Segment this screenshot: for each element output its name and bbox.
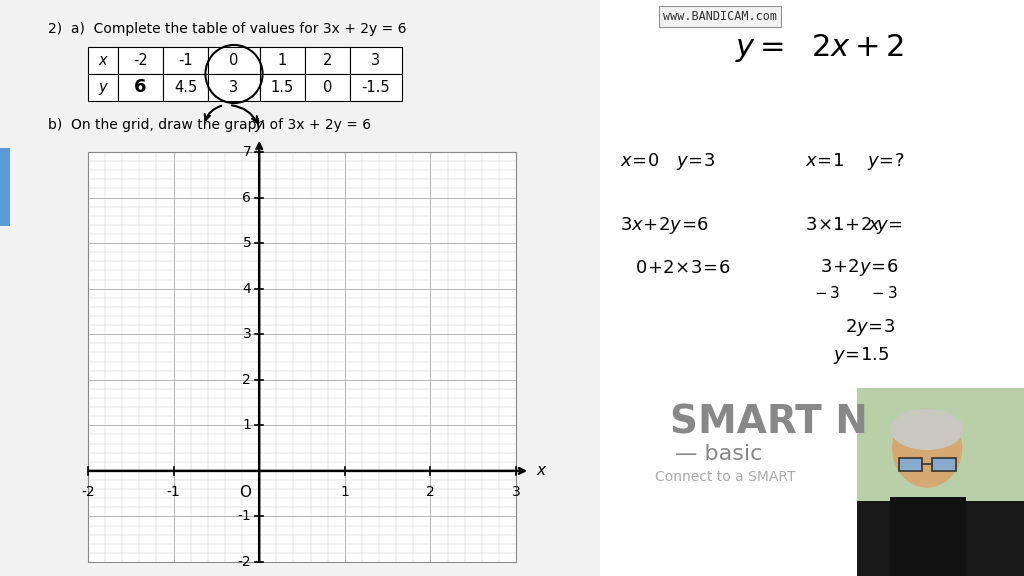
Text: 3: 3 xyxy=(229,80,239,95)
Bar xyxy=(88,152,516,562)
Text: $2y\!=\!3$: $2y\!=\!3$ xyxy=(845,317,895,339)
Text: y: y xyxy=(255,117,264,132)
Text: 6: 6 xyxy=(243,191,251,204)
Bar xyxy=(88,152,516,562)
Bar xyxy=(118,74,163,101)
Bar xyxy=(163,47,208,74)
Text: — basic: — basic xyxy=(675,444,763,464)
Text: $\!\!-3\qquad -3$: $\!\!-3\qquad -3$ xyxy=(815,285,898,301)
Bar xyxy=(0,0,600,576)
Bar xyxy=(891,497,966,576)
Text: $3\!+\!2y\!=\!6$: $3\!+\!2y\!=\!6$ xyxy=(820,257,898,279)
Bar xyxy=(857,388,1024,501)
Text: 1: 1 xyxy=(278,53,287,68)
Text: 4: 4 xyxy=(243,282,251,295)
Bar xyxy=(932,457,955,471)
Bar xyxy=(350,47,402,74)
Bar xyxy=(163,74,208,101)
Text: x: x xyxy=(98,53,108,68)
Text: -1.5: -1.5 xyxy=(361,80,390,95)
Bar xyxy=(0,148,10,226)
Text: 2: 2 xyxy=(243,373,251,386)
Text: O: O xyxy=(240,485,251,500)
Bar xyxy=(208,74,260,101)
Text: 6: 6 xyxy=(134,78,146,97)
Text: 0: 0 xyxy=(229,53,239,68)
Text: 1.5: 1.5 xyxy=(271,80,294,95)
Text: 0: 0 xyxy=(323,80,332,95)
Bar xyxy=(118,47,163,74)
Bar xyxy=(88,74,118,101)
Bar xyxy=(350,74,402,101)
Text: 2: 2 xyxy=(323,53,332,68)
Text: 3: 3 xyxy=(372,53,381,68)
Bar xyxy=(305,47,350,74)
Bar xyxy=(600,0,1024,576)
Text: 2: 2 xyxy=(426,485,435,499)
Text: $y\!=\!1.5$: $y\!=\!1.5$ xyxy=(833,344,890,366)
Text: 3: 3 xyxy=(243,327,251,341)
Text: Connect to a SMART: Connect to a SMART xyxy=(655,470,796,484)
Bar xyxy=(857,501,1024,576)
Text: $3\!\times\!1\!+\!2\!x\!y\!=\!$: $3\!\times\!1\!+\!2\!x\!y\!=\!$ xyxy=(805,214,903,236)
Text: -1: -1 xyxy=(167,485,180,499)
Text: -1: -1 xyxy=(178,53,193,68)
Bar xyxy=(88,47,118,74)
Text: 2)  a)  Complete the table of values for 3x + 2y = 6: 2) a) Complete the table of values for 3… xyxy=(48,22,407,36)
Text: 5: 5 xyxy=(243,236,251,250)
Text: b)  On the grid, draw the graph of 3x + 2y = 6: b) On the grid, draw the graph of 3x + 2… xyxy=(48,118,371,132)
Text: $3x\!+\!2y\!=\!6$: $3x\!+\!2y\!=\!6$ xyxy=(620,214,709,236)
Bar xyxy=(260,74,305,101)
Text: -2: -2 xyxy=(238,555,251,569)
Bar xyxy=(305,74,350,101)
Text: 1: 1 xyxy=(243,418,251,433)
Bar xyxy=(260,47,305,74)
Text: www.BANDICAM.com: www.BANDICAM.com xyxy=(663,10,777,23)
Ellipse shape xyxy=(892,409,963,488)
Text: -1: -1 xyxy=(238,509,251,524)
Bar xyxy=(899,457,923,471)
Text: x: x xyxy=(536,463,545,479)
Text: SMART N: SMART N xyxy=(670,403,868,441)
Text: $x\!=\!1\ \ \ \ y\!=\!?$: $x\!=\!1\ \ \ \ y\!=\!?$ xyxy=(805,151,904,172)
Text: 3: 3 xyxy=(512,485,520,499)
Bar xyxy=(208,47,260,74)
Ellipse shape xyxy=(891,409,964,450)
Text: $0\!+\!2\!\times\!3\!=\!6$: $0\!+\!2\!\times\!3\!=\!6$ xyxy=(635,259,730,277)
Text: $y =\ \ 2x + 2$: $y =\ \ 2x + 2$ xyxy=(735,32,904,64)
Text: y: y xyxy=(98,80,108,95)
Text: 7: 7 xyxy=(243,145,251,159)
Text: 1: 1 xyxy=(340,485,349,499)
Text: $x\!=\!0\ \ \ y\!=\!3$: $x\!=\!0\ \ \ y\!=\!3$ xyxy=(620,151,715,172)
Text: -2: -2 xyxy=(133,53,147,68)
Text: 4.5: 4.5 xyxy=(174,80,198,95)
Text: -2: -2 xyxy=(81,485,95,499)
